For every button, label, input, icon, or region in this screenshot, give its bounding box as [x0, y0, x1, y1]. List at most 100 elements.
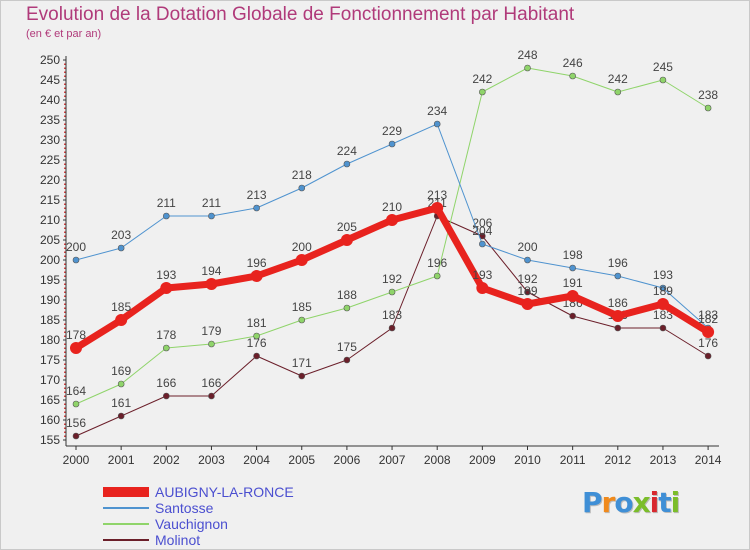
- x-tick-label: 2011: [560, 453, 586, 467]
- x-tick-label: 2013: [650, 453, 677, 467]
- data-point-aubigny-la-ronce: [250, 270, 263, 282]
- data-point-molinot: [163, 392, 170, 400]
- line-chart: 155 160 165 170 175 180 185 190 195 200 205 210 215 2…: [40, 48, 722, 467]
- y-tick-label: 235: [40, 113, 60, 127]
- x-tick-label: 2008: [424, 453, 451, 467]
- data-label-molinot: 166: [201, 376, 221, 390]
- x-tick-label: 2012: [604, 453, 631, 467]
- data-label-vauchignon: 188: [337, 288, 357, 302]
- data-point-santosse: [253, 204, 260, 212]
- y-minor-tick: [64, 83, 66, 85]
- y-minor-tick: [64, 263, 66, 265]
- data-label-molinot: 161: [111, 396, 131, 410]
- x-tick-label: 2002: [153, 453, 180, 467]
- data-point-santosse: [117, 244, 125, 252]
- y-minor-tick: [64, 195, 66, 197]
- x-tick-label: 2000: [63, 453, 90, 467]
- y-tick-label: 245: [40, 73, 60, 87]
- y-minor-tick: [64, 151, 66, 153]
- y-tick-label: 220: [40, 173, 60, 187]
- data-label-aubigny-la-ronce: 210: [382, 200, 402, 214]
- y-minor-tick: [64, 267, 66, 269]
- data-label-aubigny-la-ronce: 178: [66, 328, 86, 342]
- proxiti-logo: Proxiti: [582, 486, 680, 519]
- data-label-aubigny-la-ronce: 205: [337, 220, 357, 234]
- data-label-vauchignon: 242: [472, 72, 492, 86]
- data-label-vauchignon: 245: [653, 60, 673, 74]
- y-minor-tick: [64, 327, 66, 329]
- y-minor-tick: [64, 275, 66, 277]
- chart-subtitle: (en € et par an): [26, 28, 102, 40]
- data-point-vauchignon: [569, 72, 576, 80]
- data-point-vauchignon: [433, 272, 441, 280]
- data-point-aubigny-la-ronce: [386, 214, 399, 226]
- y-minor-tick: [64, 247, 66, 249]
- legend-swatch: [103, 487, 149, 497]
- y-minor-tick: [64, 391, 66, 393]
- y-tick-label: 185: [40, 313, 60, 327]
- data-point-molinot: [388, 324, 396, 332]
- y-minor-tick: [64, 223, 66, 225]
- y-minor-tick: [64, 351, 66, 353]
- y-minor-tick: [64, 291, 66, 293]
- data-label-aubigny-la-ronce: 196: [247, 256, 267, 270]
- y-minor-tick: [64, 395, 66, 397]
- data-label-aubigny-la-ronce: 193: [472, 268, 492, 282]
- data-point-aubigny-la-ronce: [295, 254, 308, 266]
- y-minor-tick: [64, 235, 66, 237]
- data-label-santosse: 203: [111, 228, 131, 242]
- data-label-molinot: 192: [517, 272, 537, 286]
- y-tick-label: 175: [40, 353, 60, 367]
- data-point-santosse: [388, 140, 396, 148]
- data-label-santosse: 183: [698, 308, 718, 322]
- data-label-vauchignon: 179: [201, 324, 221, 338]
- y-minor-tick: [64, 115, 66, 117]
- data-point-vauchignon: [479, 88, 486, 96]
- legend-label: AUBIGNY-LA-RONCE: [155, 484, 294, 500]
- data-label-vauchignon: 169: [111, 364, 131, 378]
- y-minor-tick: [64, 127, 66, 129]
- data-point-aubigny-la-ronce: [476, 282, 489, 294]
- x-tick-label: 2014: [695, 453, 722, 467]
- y-minor-tick: [64, 111, 66, 113]
- y-minor-tick: [64, 431, 66, 433]
- data-label-aubigny-la-ronce: 191: [563, 276, 583, 290]
- data-point-vauchignon: [163, 344, 170, 352]
- y-minor-tick: [64, 175, 66, 177]
- data-point-molinot: [208, 392, 215, 400]
- chart-title: Evolution de la Dotation Globale de Fonc…: [26, 4, 575, 25]
- y-tick-label: 240: [40, 93, 60, 107]
- data-point-aubigny-la-ronce: [656, 298, 669, 310]
- legend-swatch: [103, 539, 149, 541]
- y-minor-tick: [64, 95, 66, 97]
- data-point-aubigny-la-ronce: [115, 314, 128, 326]
- data-point-molinot: [72, 432, 80, 440]
- data-label-vauchignon: 164: [66, 384, 86, 398]
- data-point-vauchignon: [253, 332, 260, 340]
- data-point-vauchignon: [208, 340, 215, 348]
- y-minor-tick: [64, 87, 66, 89]
- data-point-santosse: [569, 264, 576, 272]
- y-minor-tick: [64, 343, 66, 345]
- data-label-aubigny-la-ronce: 186: [608, 296, 628, 310]
- y-minor-tick: [64, 187, 66, 189]
- x-tick-label: 2003: [198, 453, 225, 467]
- y-minor-tick: [64, 371, 66, 373]
- data-point-vauchignon: [343, 304, 351, 312]
- data-point-vauchignon: [524, 64, 531, 72]
- y-minor-tick: [64, 103, 66, 105]
- y-tick-label: 195: [40, 273, 60, 287]
- y-tick-label: 210: [40, 213, 60, 227]
- data-point-aubigny-la-ronce: [70, 342, 82, 354]
- data-label-santosse: 204: [472, 224, 492, 238]
- y-minor-tick: [64, 411, 66, 413]
- data-label-molinot: 183: [653, 308, 673, 322]
- x-tick-label: 2005: [288, 453, 315, 467]
- data-point-molinot: [117, 412, 125, 420]
- y-minor-tick: [64, 283, 66, 285]
- data-label-santosse: 200: [517, 240, 537, 254]
- data-label-vauchignon: 246: [563, 56, 583, 70]
- y-minor-tick: [64, 75, 66, 77]
- data-point-santosse: [479, 240, 486, 248]
- y-minor-tick: [64, 243, 66, 245]
